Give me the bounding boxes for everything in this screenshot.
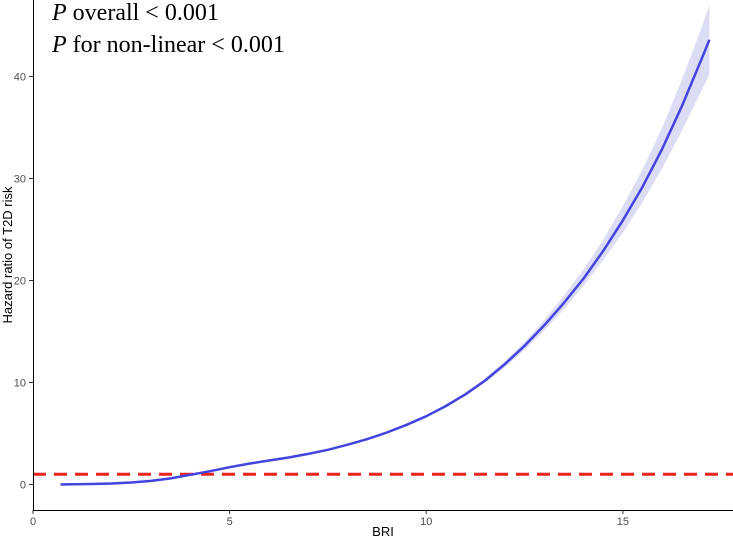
p-nonlinear-annotation: P for non-linear < 0.001: [51, 32, 285, 58]
y-axis-ticks: 0 10 20 30 40: [14, 72, 33, 492]
x-tick-label: 10: [420, 516, 432, 528]
y-axis-title: Hazard ratio of T2D risk: [0, 186, 15, 324]
x-axis-ticks: 0 5 10 15: [30, 510, 629, 528]
plot-area: [33, 5, 733, 486]
p-overall-text: overall < 0.001: [67, 0, 219, 26]
x-tick-label: 0: [30, 516, 36, 528]
y-tick-label: 40: [14, 72, 26, 84]
x-axis-title: BRI: [372, 524, 394, 539]
y-tick-label: 0: [20, 480, 26, 492]
p-symbol: P: [51, 0, 67, 26]
p-overall-annotation: P overall < 0.001: [51, 0, 219, 26]
hazard-ratio-curve: [60, 39, 711, 486]
y-tick-label: 20: [14, 276, 26, 288]
y-tick-label: 10: [14, 378, 26, 390]
p-nonlinear-text: for non-linear < 0.001: [67, 32, 285, 58]
x-tick-label: 15: [617, 516, 629, 528]
y-tick-label: 30: [14, 174, 26, 186]
p-symbol: P: [51, 32, 67, 58]
confidence-band: [60, 5, 710, 485]
x-tick-label: 5: [227, 516, 233, 528]
